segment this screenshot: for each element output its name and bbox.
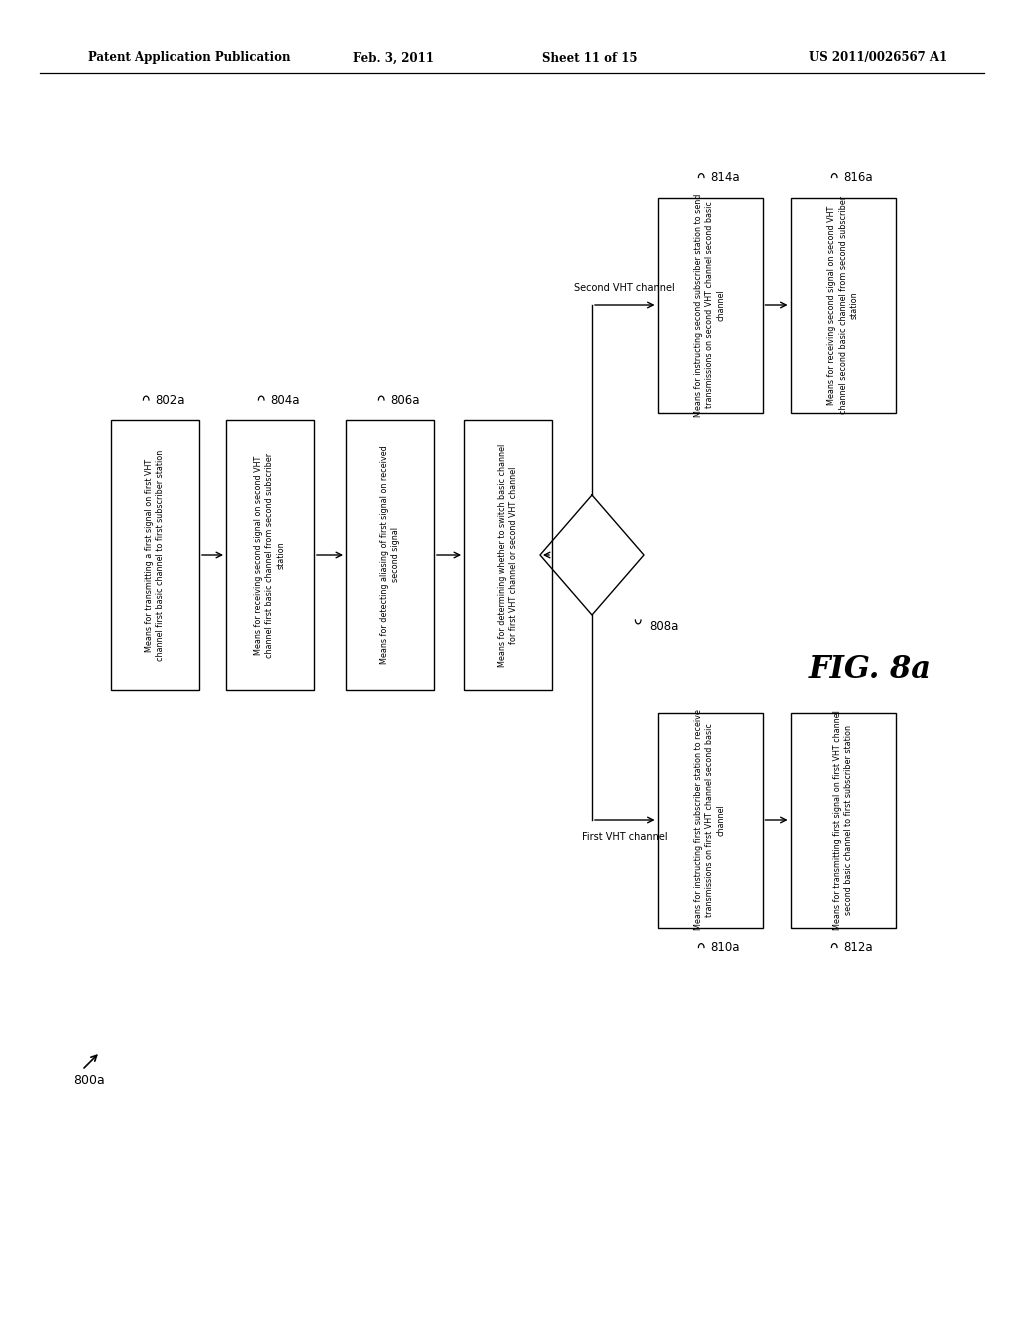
Text: 816a: 816a: [843, 172, 872, 183]
Text: 810a: 810a: [710, 941, 739, 954]
Text: 812a: 812a: [843, 941, 872, 954]
Text: Second VHT channel: Second VHT channel: [574, 282, 675, 293]
Text: First VHT channel: First VHT channel: [582, 832, 668, 842]
Text: 806a: 806a: [390, 393, 420, 407]
Text: Means for instructing second subscriber station to send
transmissions on second : Means for instructing second subscriber …: [694, 193, 726, 417]
Text: FIG. 8a: FIG. 8a: [809, 655, 932, 685]
Text: Means for transmitting a first signal on first VHT
channel first basic channel t: Means for transmitting a first signal on…: [144, 449, 165, 660]
Text: Means for detecting aliasing of first signal on received
second signal: Means for detecting aliasing of first si…: [380, 446, 400, 664]
Text: US 2011/0026567 A1: US 2011/0026567 A1: [809, 51, 947, 65]
Text: Means for transmitting first signal on first VHT channel
second basic channel to: Means for transmitting first signal on f…: [833, 710, 853, 929]
Text: Sheet 11 of 15: Sheet 11 of 15: [543, 51, 638, 65]
Bar: [346, 420, 434, 690]
Text: Feb. 3, 2011: Feb. 3, 2011: [352, 51, 433, 65]
Bar: [657, 198, 763, 412]
Bar: [464, 420, 552, 690]
Bar: [226, 420, 314, 690]
Bar: [657, 713, 763, 928]
Bar: [791, 713, 896, 928]
Text: 804a: 804a: [270, 393, 299, 407]
Text: Means for receiving second signal on second VHT
channel first basic channel from: Means for receiving second signal on sec…: [254, 453, 286, 657]
Bar: [111, 420, 199, 690]
Bar: [791, 198, 896, 412]
Text: 802a: 802a: [155, 393, 184, 407]
Text: Patent Application Publication: Patent Application Publication: [88, 51, 291, 65]
Text: 814a: 814a: [710, 172, 739, 183]
Text: Means for determining whether to switch basic channel
for first VHT channel or s: Means for determining whether to switch …: [498, 444, 518, 667]
Text: 808a: 808a: [649, 620, 678, 634]
Text: Means for instructing first subscriber station to receive
transmissions on first: Means for instructing first subscriber s…: [694, 710, 726, 931]
Text: Means for receiving second signal on second VHT
channel second basic channel fro: Means for receiving second signal on sec…: [827, 195, 859, 414]
Text: 800a: 800a: [73, 1073, 104, 1086]
